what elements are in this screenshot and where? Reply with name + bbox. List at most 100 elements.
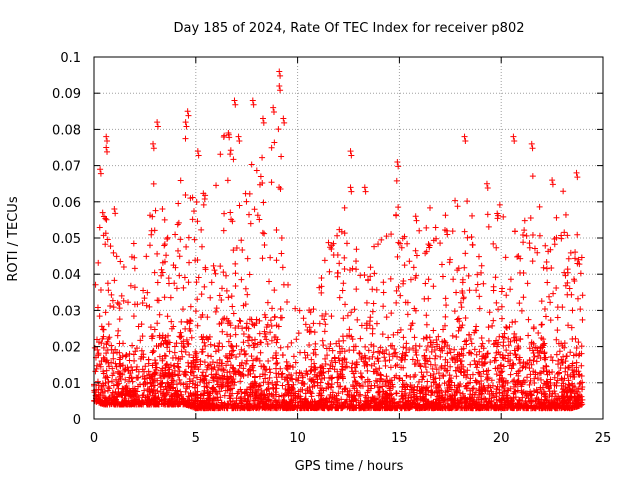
data-point-3551 — [174, 401, 181, 408]
data-point-3116 — [194, 296, 201, 303]
data-point-2777 — [354, 361, 361, 368]
data-point-4205 — [104, 137, 111, 144]
data-point-3870 — [140, 287, 147, 294]
data-point-1836 — [236, 351, 243, 358]
y-tick-label-2: 0.02 — [52, 341, 81, 356]
data-point-13 — [452, 197, 459, 204]
data-point-631 — [240, 330, 247, 337]
data-point-2633 — [100, 344, 107, 351]
data-point-3368 — [170, 262, 177, 269]
data-point-3459 — [123, 383, 130, 390]
data-point-3712 — [164, 389, 171, 396]
data-point-1583 — [220, 269, 227, 276]
data-point-3443 — [518, 307, 525, 314]
data-point-4200 — [97, 166, 104, 173]
data-point-2992 — [403, 349, 410, 356]
data-point-4193 — [535, 330, 542, 337]
data-point-3911 — [366, 378, 373, 385]
data-point-3496 — [389, 403, 396, 410]
data-point-2024 — [498, 303, 505, 310]
data-point-3546 — [393, 390, 400, 397]
data-point-3078 — [497, 362, 504, 369]
data-point-3045 — [387, 387, 394, 394]
data-point-1908 — [271, 139, 278, 146]
data-point-1732 — [427, 392, 434, 399]
data-point-4140 — [328, 405, 335, 412]
data-point-2736 — [541, 305, 548, 312]
data-point-3863 — [317, 364, 324, 371]
data-point-331 — [117, 258, 124, 265]
data-point-2644 — [388, 377, 395, 384]
data-point-28 — [341, 254, 348, 261]
data-point-3680 — [164, 373, 171, 380]
data-point-3405 — [330, 398, 337, 405]
data-point-3663 — [93, 362, 100, 369]
data-point-1563 — [373, 370, 380, 377]
data-point-1518 — [378, 236, 385, 243]
data-point-868 — [357, 335, 364, 342]
data-point-4229 — [270, 109, 277, 116]
data-point-1815 — [312, 346, 319, 353]
data-point-3661 — [401, 384, 408, 391]
data-point-1161 — [424, 378, 431, 385]
data-point-674 — [96, 313, 103, 320]
data-point-1445 — [141, 295, 148, 302]
data-point-2562 — [485, 367, 492, 374]
data-point-2256 — [560, 353, 567, 360]
data-point-4034 — [501, 395, 508, 402]
data-point-4167 — [190, 363, 197, 370]
data-point-3987 — [338, 396, 345, 403]
data-point-4207 — [112, 210, 119, 217]
data-point-3237 — [556, 348, 563, 355]
data-point-1283 — [567, 249, 574, 256]
data-point-2761 — [194, 322, 201, 329]
data-point-4209 — [150, 145, 157, 152]
data-point-2162 — [391, 374, 398, 381]
data-point-1902 — [301, 380, 308, 387]
data-point-1879 — [190, 372, 197, 379]
data-point-1365 — [530, 357, 537, 364]
data-point-3479 — [444, 367, 451, 374]
data-point-3994 — [518, 402, 525, 409]
data-point-3015 — [499, 390, 506, 397]
data-point-3322 — [475, 253, 482, 260]
data-point-3582 — [413, 352, 420, 358]
data-point-3840 — [268, 337, 275, 344]
data-point-1896 — [500, 213, 507, 220]
data-point-2445 — [499, 315, 506, 322]
data-point-597 — [562, 358, 569, 365]
data-point-3666 — [371, 270, 378, 277]
data-point-3313 — [182, 135, 189, 142]
data-point-958 — [412, 274, 419, 281]
data-point-2025 — [346, 326, 353, 333]
data-point-2617 — [516, 367, 523, 374]
data-point-3938 — [438, 363, 445, 370]
data-point-1115 — [219, 285, 226, 292]
data-point-4132 — [154, 250, 161, 257]
data-point-3930 — [387, 383, 394, 390]
data-point-4243 — [395, 163, 402, 170]
data-point-4058 — [161, 241, 168, 248]
data-point-105 — [216, 292, 223, 299]
data-point-2710 — [230, 156, 237, 163]
data-point-3623 — [249, 389, 256, 396]
data-point-137 — [467, 361, 474, 368]
data-point-795 — [210, 262, 217, 269]
data-point-3028 — [542, 354, 549, 361]
data-point-2994 — [186, 351, 193, 358]
data-point-2552 — [187, 303, 194, 310]
data-point-3823 — [509, 361, 516, 368]
data-point-2498 — [133, 363, 140, 370]
data-point-3465 — [214, 375, 221, 382]
data-point-2921 — [128, 363, 135, 370]
data-point-3914 — [401, 352, 408, 359]
data-point-2886 — [248, 316, 255, 323]
data-point-3086 — [472, 361, 479, 368]
data-point-4008 — [292, 399, 299, 406]
data-point-4190 — [438, 261, 445, 268]
data-point-2265 — [562, 211, 569, 218]
data-point-3296 — [247, 220, 254, 227]
data-point-4002 — [322, 361, 329, 368]
data-point-4057 — [360, 403, 367, 410]
data-point-2400 — [466, 287, 473, 294]
